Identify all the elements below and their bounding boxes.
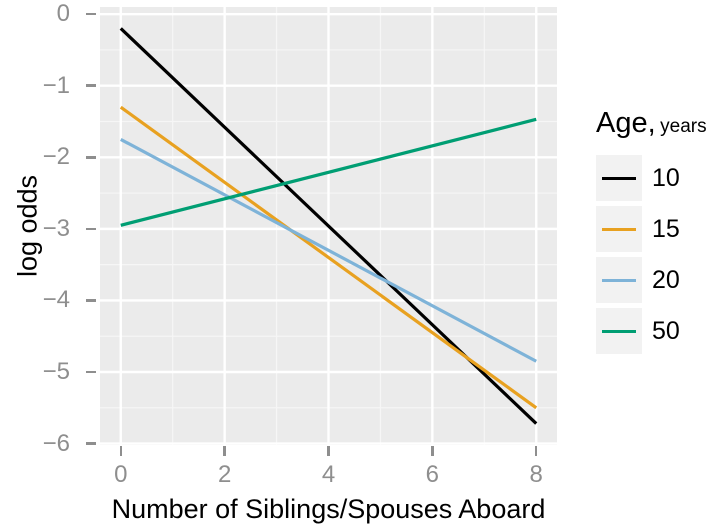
legend-label: 50 xyxy=(652,316,680,345)
y-tick-label: −2 xyxy=(42,143,70,171)
x-tick-label: 6 xyxy=(425,461,440,488)
series-line-50 xyxy=(120,117,537,227)
series-line-20 xyxy=(120,137,537,363)
legend-title-main: Age, xyxy=(596,107,656,139)
y-tick-mark xyxy=(86,299,96,302)
chart-svg xyxy=(100,7,557,445)
x-tick-mark xyxy=(223,446,226,456)
y-tick-mark xyxy=(86,12,96,16)
legend-item-10: 10 xyxy=(596,155,711,201)
x-tick-label: 8 xyxy=(529,461,543,488)
legend-line-swatch xyxy=(602,329,636,333)
legend-label: 20 xyxy=(652,265,680,294)
legend-items: 10 15 20 50 xyxy=(596,155,711,354)
legend-item-15: 15 xyxy=(596,206,711,252)
legend-key xyxy=(596,308,642,354)
legend-item-20: 20 xyxy=(596,257,711,303)
legend: Age, years 10 15 20 50 xyxy=(596,107,711,359)
x-tick-label: 4 xyxy=(321,461,336,488)
x-tick-mark xyxy=(119,446,123,456)
y-tick-label: −3 xyxy=(42,214,70,242)
y-tick-mark xyxy=(86,84,96,87)
legend-line-swatch xyxy=(602,176,636,180)
y-tick-label: −5 xyxy=(42,358,70,385)
legend-key xyxy=(596,206,642,252)
x-axis-title: Number of Siblings/Spouses Aboard xyxy=(111,494,546,524)
y-tick-label: −4 xyxy=(42,286,70,314)
y-tick-label: −6 xyxy=(42,429,70,457)
legend-line-swatch xyxy=(602,278,636,282)
legend-key xyxy=(596,155,642,201)
legend-key xyxy=(596,257,642,303)
y-tick-mark xyxy=(86,156,96,159)
y-tick-label: 0 xyxy=(56,0,70,28)
legend-item-50: 50 xyxy=(596,308,711,354)
legend-label: 10 xyxy=(652,163,680,192)
legend-line-swatch xyxy=(602,227,636,231)
plot-panel xyxy=(100,7,557,445)
legend-title-sub: years xyxy=(660,116,707,137)
y-tick-mark xyxy=(86,370,96,374)
y-tick-mark xyxy=(86,227,96,231)
y-tick-label: −1 xyxy=(42,71,70,99)
y-tick-mark xyxy=(86,442,96,445)
x-tick-mark xyxy=(431,446,434,456)
y-axis-title: log odds xyxy=(12,174,43,278)
legend-label: 15 xyxy=(652,214,680,243)
series-line-15 xyxy=(119,105,538,410)
legend-title: Age, years xyxy=(596,107,711,144)
x-tick-mark xyxy=(327,446,330,456)
x-tick-label: 2 xyxy=(217,461,232,488)
x-tick-label: 0 xyxy=(114,461,128,488)
x-tick-mark xyxy=(534,446,538,456)
